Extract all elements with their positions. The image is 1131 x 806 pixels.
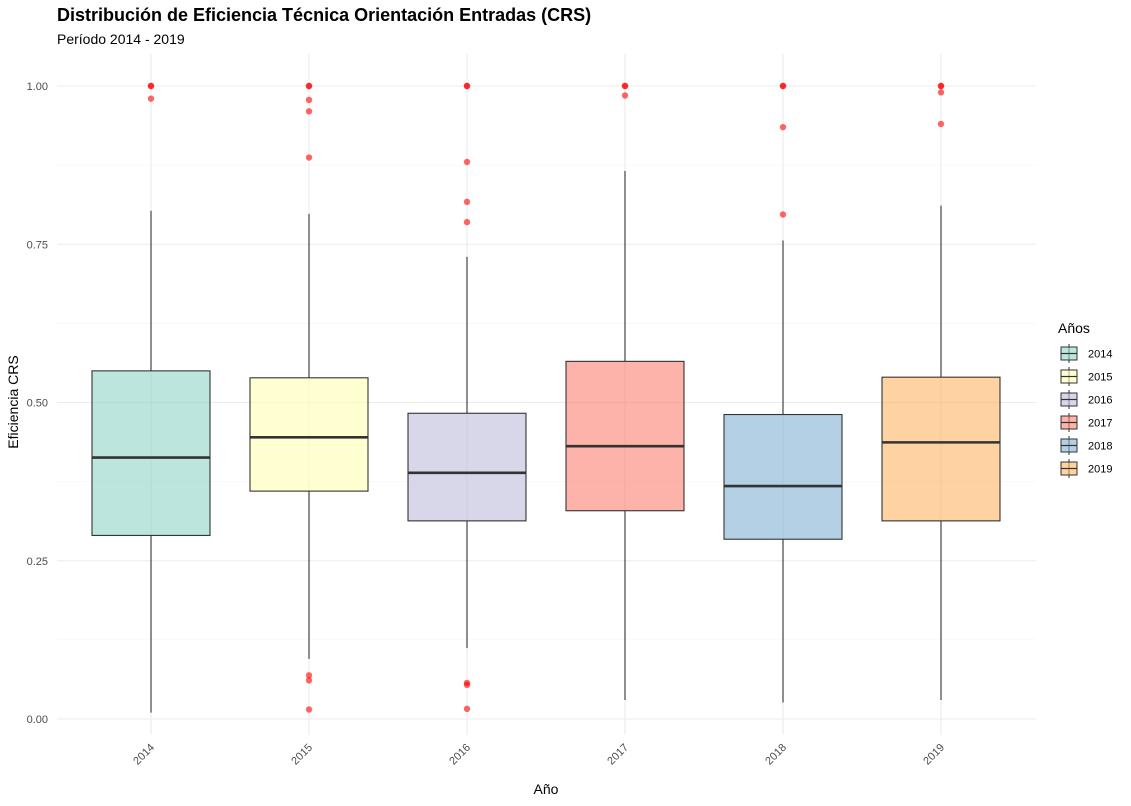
x-tick-label: 2019 (921, 742, 947, 768)
legend-item-2015: 2015 (1060, 367, 1112, 386)
outlier-point (621, 92, 629, 99)
box-2018 (723, 82, 843, 703)
outlier-point (463, 158, 471, 166)
legend-label: 2017 (1088, 418, 1112, 430)
box-2014 (91, 82, 211, 713)
legend-title: Años (1058, 320, 1090, 336)
legend-label: 2015 (1088, 372, 1112, 384)
y-tick-label: 1.00 (27, 81, 48, 93)
box-2019 (881, 82, 1001, 701)
x-tick-label: 2017 (605, 742, 631, 768)
legend-item-2017: 2017 (1060, 413, 1112, 432)
box-2017 (565, 82, 685, 701)
outlier-point (305, 96, 313, 104)
legend-label: 2016 (1088, 395, 1112, 407)
box-body (91, 370, 211, 536)
box-body (881, 376, 1001, 522)
x-tick-label: 2018 (763, 742, 789, 768)
box-body (723, 413, 843, 540)
box-body (249, 377, 369, 492)
box-2015 (249, 82, 369, 713)
y-tick-label: 0.50 (27, 398, 48, 410)
boxes (91, 82, 1001, 713)
outlier-point (463, 705, 471, 713)
chart-subtitle: Período 2014 - 2019 (57, 31, 185, 47)
y-axis-title: Eficiencia CRS (5, 355, 21, 448)
legend: Años 2014 2015 2016 2017 2018 2019 (1058, 320, 1112, 478)
outlier-point (937, 120, 945, 128)
box-2016 (407, 82, 527, 713)
legend-item-2019: 2019 (1060, 459, 1112, 478)
outlier-point (621, 82, 629, 90)
outlier-point (305, 108, 313, 115)
legend-label: 2019 (1088, 464, 1112, 476)
legend-item-2014: 2014 (1060, 344, 1112, 363)
legend-label: 2018 (1088, 441, 1112, 453)
outlier-point (305, 706, 313, 713)
y-tick-label: 0.75 (27, 239, 48, 251)
chart-title: Distribución de Eficiencia Técnica Orien… (57, 5, 591, 25)
outlier-point (463, 218, 471, 226)
outlier-point (937, 82, 945, 90)
y-tick-label: 0.25 (27, 556, 48, 568)
outlier-point (937, 89, 945, 96)
outlier-point (305, 154, 313, 161)
outlier-point (463, 82, 471, 90)
outlier-point (463, 198, 471, 206)
legend-item-2018: 2018 (1060, 436, 1112, 455)
x-tick-label: 2015 (289, 742, 315, 768)
outlier-point (305, 677, 313, 684)
legend-label: 2014 (1088, 349, 1112, 361)
outlier-point (147, 82, 155, 90)
outlier-point (463, 679, 471, 687)
legend-item-2016: 2016 (1060, 390, 1112, 409)
box-body (565, 360, 685, 512)
outlier-point (779, 211, 787, 218)
x-tick-label: 2014 (131, 742, 157, 768)
outlier-point (779, 82, 787, 90)
outlier-point (305, 82, 313, 90)
outlier-point (305, 672, 313, 679)
x-axis-title: Año (534, 781, 559, 797)
outlier-point (779, 123, 787, 131)
y-tick-label: 0.00 (27, 714, 48, 726)
outlier-point (147, 95, 155, 102)
box-body (407, 412, 527, 522)
x-tick-label: 2016 (447, 742, 473, 768)
